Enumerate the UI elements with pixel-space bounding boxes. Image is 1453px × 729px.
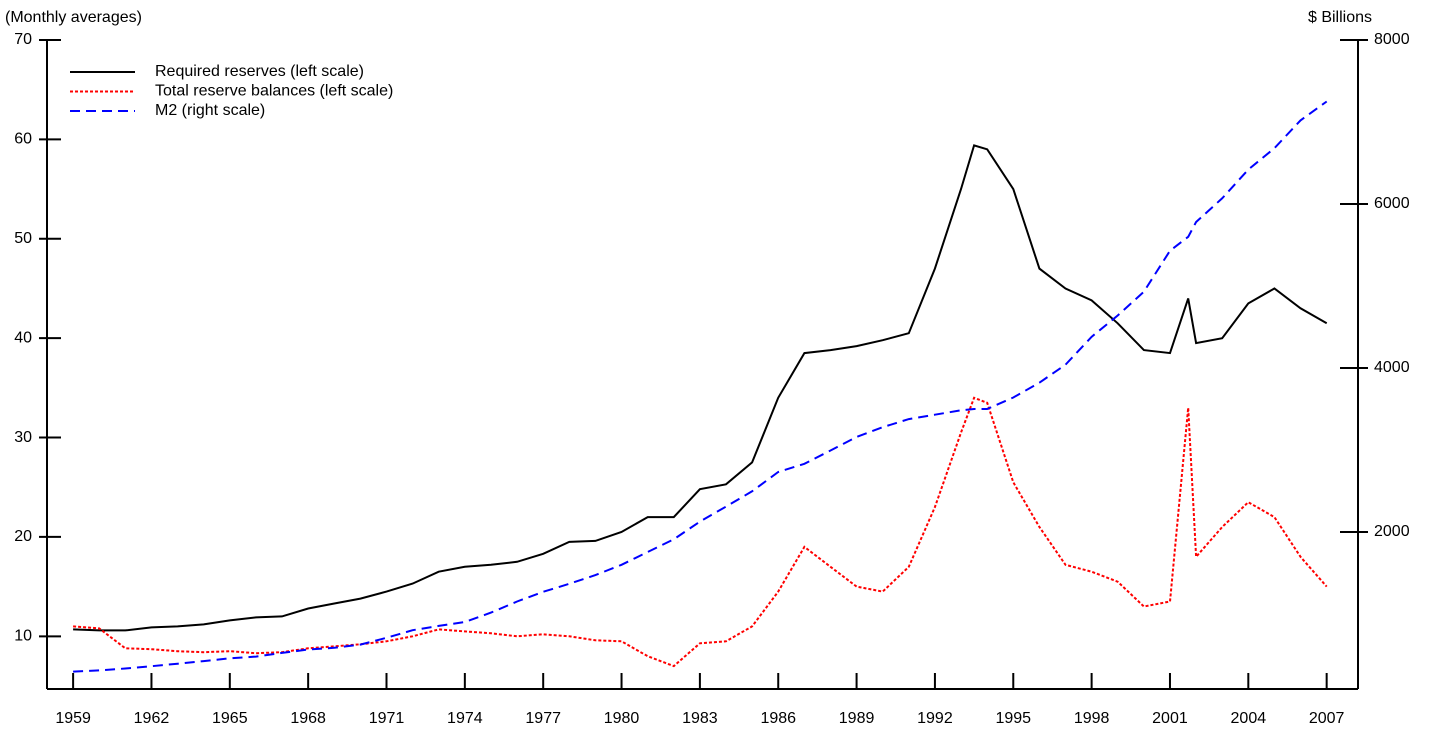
y2-axis-label: $ Billions — [1308, 9, 1372, 26]
x-tick-label: 1965 — [212, 710, 248, 727]
x-tick-label: 1998 — [1074, 710, 1110, 727]
y2-tick-label: 4000 — [1374, 359, 1410, 376]
series-line — [73, 144, 1328, 632]
x-tick-label: 1968 — [290, 710, 326, 727]
series-line — [73, 100, 1328, 673]
y-axis-label: (Monthly averages) — [5, 9, 142, 26]
legend-label: M2 (right scale) — [155, 102, 265, 119]
x-tick-label: 2004 — [1231, 710, 1267, 727]
y2-tick-label: 2000 — [1374, 523, 1410, 540]
legend-label: Required reserves (left scale) — [155, 63, 364, 80]
x-tick-label: 1989 — [839, 710, 875, 727]
series-line — [73, 396, 1328, 668]
legend-label: Total reserve balances (left scale) — [155, 83, 393, 100]
x-tick-label: 1992 — [917, 710, 953, 727]
x-tick-label: 1995 — [995, 710, 1031, 727]
x-tick-label: 1962 — [134, 710, 170, 727]
y-tick-label: 30 — [14, 429, 32, 446]
x-tick-label: 1974 — [447, 710, 483, 727]
x-tick-label: 2001 — [1152, 710, 1188, 727]
x-tick-label: 1980 — [604, 710, 640, 727]
y-tick-label: 10 — [14, 628, 32, 645]
y-tick-label: 60 — [14, 131, 32, 148]
x-tick-label: 1986 — [760, 710, 796, 727]
x-tick-label: 2007 — [1309, 710, 1345, 727]
y2-tick-label: 8000 — [1374, 31, 1410, 48]
y2-tick-label: 6000 — [1374, 195, 1410, 212]
x-tick-label: 1977 — [525, 710, 561, 727]
y-tick-label: 50 — [14, 230, 32, 247]
x-tick-label: 1959 — [55, 710, 91, 727]
x-tick-label: 1983 — [682, 710, 718, 727]
y-tick-label: 20 — [14, 528, 32, 545]
x-tick-label: 1971 — [369, 710, 405, 727]
y-tick-label: 70 — [14, 31, 32, 48]
y-tick-label: 40 — [14, 329, 32, 346]
